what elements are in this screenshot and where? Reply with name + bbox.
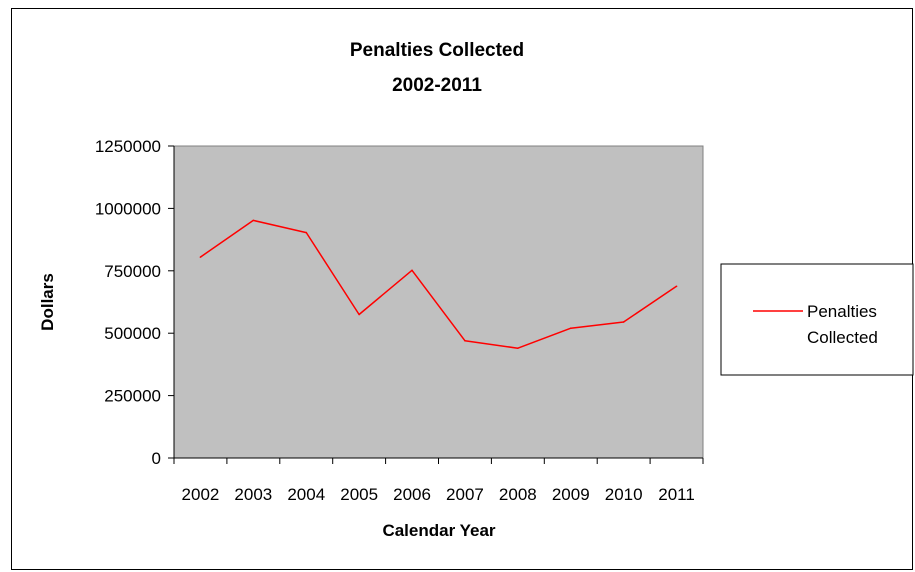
x-tick-label: 2008 — [499, 485, 537, 504]
y-tick-label: 1250000 — [95, 137, 161, 156]
legend: Penalties Collected — [720, 263, 914, 376]
data-point — [305, 231, 308, 234]
chart-title: Penalties Collected — [350, 40, 524, 61]
x-tick-label: 2004 — [287, 485, 325, 504]
series-line — [199, 219, 677, 349]
x-tick-label: 2009 — [552, 485, 590, 504]
data-point — [411, 269, 413, 272]
data-point — [252, 219, 255, 222]
x-tick-label: 2011 — [658, 485, 695, 504]
data-point — [675, 285, 678, 288]
y-tick-label: 500000 — [104, 324, 161, 343]
y-axis: 0 250000 500000 750000 1000000 1250000 — [95, 137, 175, 468]
data-point — [199, 256, 202, 258]
y-tick-label: 0 — [152, 449, 161, 468]
data-point — [622, 321, 625, 323]
legend-label-line-1: Penalties — [807, 302, 877, 321]
y-tick-label: 750000 — [104, 262, 161, 281]
x-tick-label: 2007 — [446, 485, 484, 504]
data-point — [464, 339, 466, 342]
plot-area — [173, 145, 704, 459]
y-tick-label: 250000 — [104, 387, 161, 406]
x-tick-label: 2010 — [605, 485, 643, 504]
data-point — [358, 313, 360, 316]
y-tick-label: 1000000 — [95, 199, 161, 218]
x-axis: 2002 2003 2004 2005 2006 2007 2008 2009 2010 2011 — [173, 457, 704, 504]
series-layer — [199, 219, 678, 349]
data-point — [569, 327, 572, 330]
x-axis-label: Calendar Year — [382, 521, 495, 540]
x-tick-label: 2002 — [182, 485, 220, 504]
y-axis-label: Dollars — [38, 273, 57, 331]
chart-subtitle: 2002-2011 — [392, 75, 482, 96]
legend-box — [720, 263, 914, 376]
legend-label-line-2: Collected — [807, 328, 878, 347]
x-tick-label: 2005 — [340, 485, 378, 504]
x-tick-label: 2003 — [234, 485, 272, 504]
x-tick-label: 2006 — [393, 485, 431, 504]
data-point — [517, 347, 519, 349]
